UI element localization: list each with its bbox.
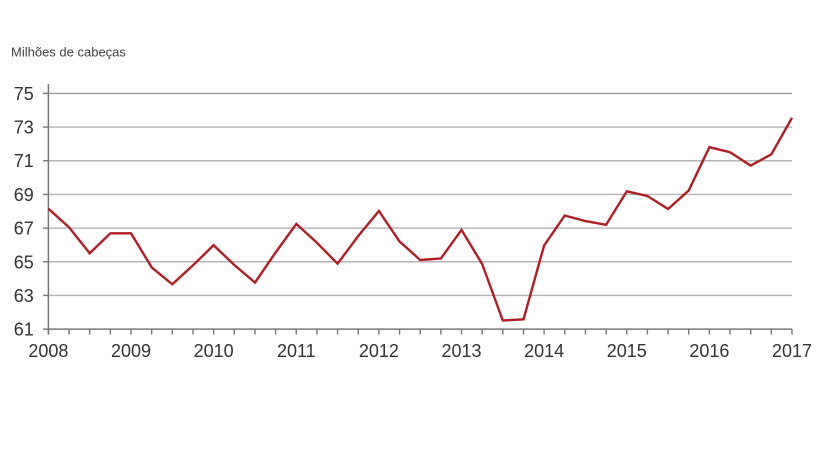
svg-text:63: 63 (14, 286, 34, 306)
svg-text:65: 65 (14, 252, 34, 272)
svg-text:2015: 2015 (607, 341, 647, 361)
svg-text:2016: 2016 (689, 341, 729, 361)
svg-text:2013: 2013 (441, 341, 481, 361)
svg-text:71: 71 (14, 151, 34, 171)
svg-text:2009: 2009 (111, 341, 151, 361)
svg-text:69: 69 (14, 185, 34, 205)
svg-text:67: 67 (14, 219, 34, 239)
svg-text:75: 75 (14, 84, 34, 104)
svg-text:73: 73 (14, 118, 34, 138)
svg-text:2011: 2011 (277, 341, 316, 361)
svg-text:61: 61 (14, 320, 34, 340)
svg-text:2017: 2017 (772, 341, 812, 361)
svg-text:Milhões de cabeças: Milhões de cabeças (11, 45, 126, 60)
svg-text:2012: 2012 (359, 341, 399, 361)
svg-text:2010: 2010 (194, 341, 234, 361)
svg-text:2008: 2008 (28, 341, 68, 361)
svg-text:2014: 2014 (524, 341, 564, 361)
